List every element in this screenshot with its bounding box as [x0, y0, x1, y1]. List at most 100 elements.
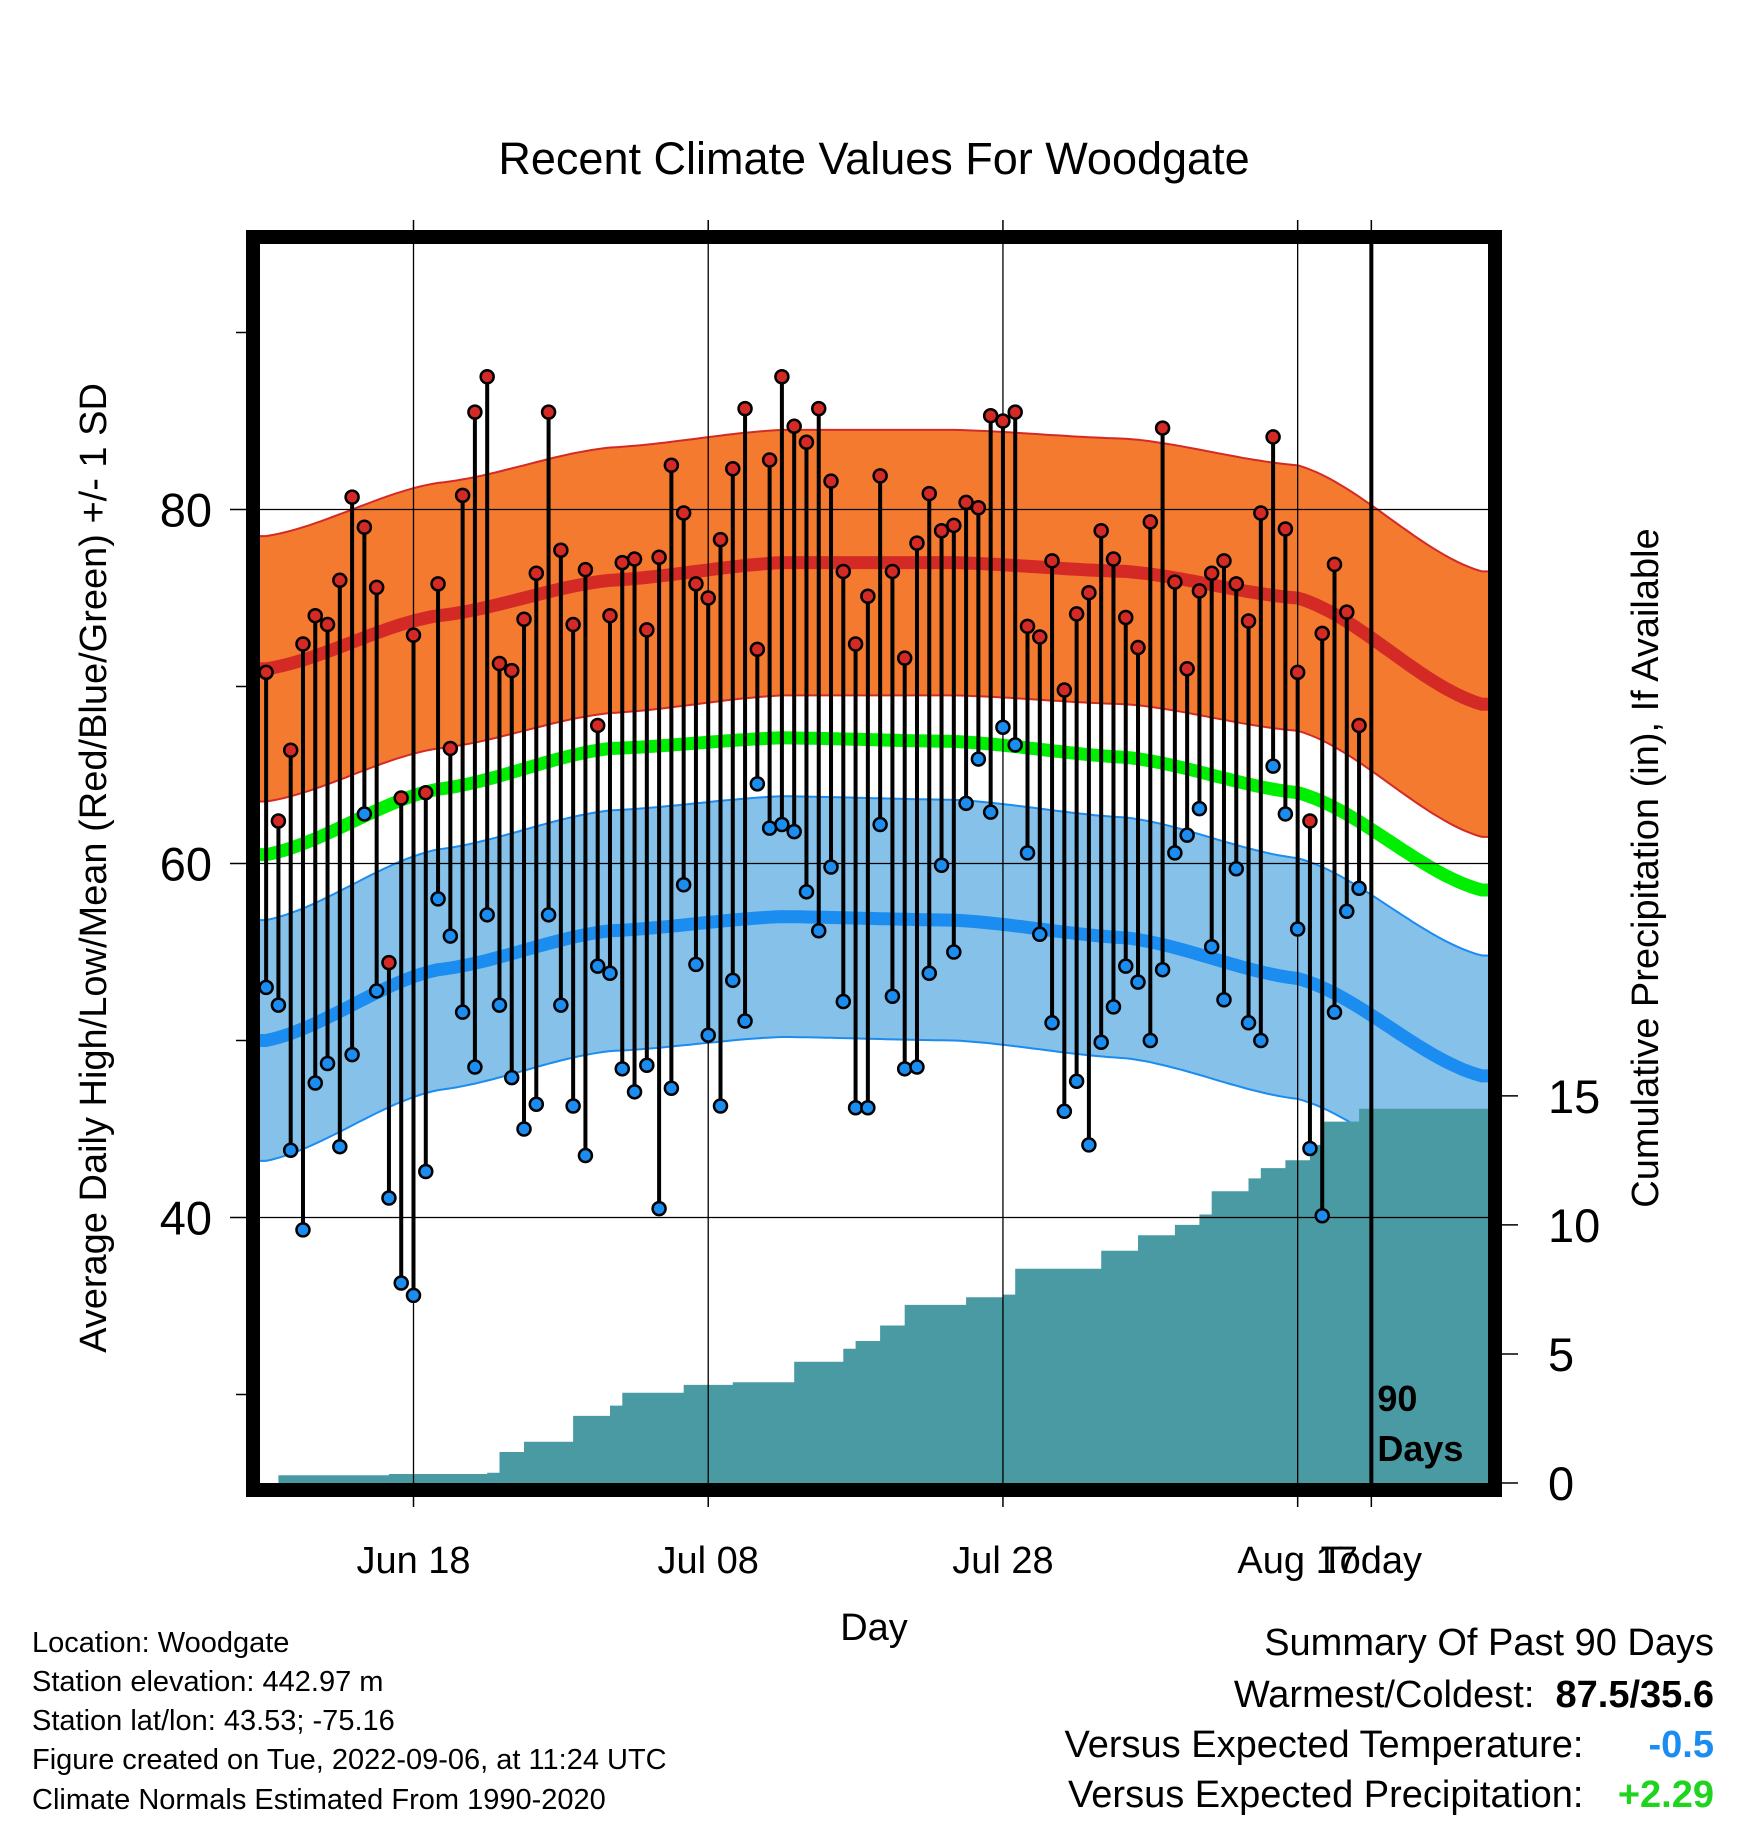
x-tick-label: Today	[1321, 1540, 1422, 1582]
daily-high-point	[1068, 606, 1085, 622]
daily-low-point	[368, 983, 385, 999]
y-tick-label: 60	[160, 838, 212, 891]
daily-high-point	[896, 650, 913, 666]
daily-high-point	[1081, 584, 1097, 601]
daily-high-point	[577, 561, 594, 578]
summary-precipitation: Versus Expected Precipitation: +2.29	[1068, 1776, 1714, 1814]
today-label-line2: Days	[1377, 1428, 1463, 1469]
y-axis-label: Average Daily High/Low/Mean (Red/Blue/Gr…	[73, 383, 115, 1353]
daily-low-point	[577, 1147, 594, 1164]
daily-low-point	[737, 1013, 753, 1029]
daily-low-point	[958, 795, 974, 812]
daily-low-point	[982, 804, 999, 820]
daily-low-point	[1240, 1015, 1257, 1031]
daily-high-point	[909, 535, 925, 551]
y2-tick-label: 10	[1548, 1199, 1600, 1252]
daily-low-point	[1105, 999, 1122, 1015]
daily-high-point	[860, 588, 876, 604]
daily-low-point	[896, 1061, 913, 1077]
daily-high-point	[1253, 505, 1269, 521]
daily-high-point	[1240, 613, 1257, 629]
daily-high-point	[503, 662, 520, 679]
daily-low-point	[614, 1061, 631, 1077]
chart-title: Recent Climate Values For Woodgate	[498, 133, 1249, 184]
figure-created: Figure created on Tue, 2022-09-06, at 11…	[32, 1744, 667, 1776]
daily-high-point	[1105, 551, 1122, 567]
daily-high-point	[1044, 553, 1060, 569]
daily-high-point	[1167, 574, 1183, 590]
daily-high-point	[982, 407, 999, 424]
daily-high-point	[688, 576, 704, 592]
daily-low-point	[430, 891, 446, 907]
plot-content: 90 Days	[260, 244, 1488, 1483]
low-band-lower-edge	[260, 1036, 1488, 1198]
daily-high-point	[528, 565, 545, 581]
y2-tick-label: 15	[1548, 1070, 1600, 1123]
daily-low-point	[1167, 845, 1183, 861]
daily-low-point	[933, 857, 950, 874]
x-tick-label: Jun 18	[356, 1540, 470, 1582]
daily-high-point	[1289, 664, 1306, 681]
x-axis-label: Day	[840, 1607, 908, 1649]
daily-high-point	[307, 607, 324, 624]
summary-heading: Summary Of Past 90 Days	[1264, 1622, 1714, 1664]
daily-high-point	[1203, 565, 1220, 581]
y-tick-label: 80	[160, 484, 212, 537]
daily-high-point	[1154, 420, 1171, 436]
daily-low-point	[1326, 1004, 1343, 1020]
daily-high-point	[663, 457, 680, 473]
daily-high-point	[405, 627, 422, 643]
precip-label: Versus Expected Precipitation:	[1068, 1774, 1584, 1816]
climate-normals-period: Climate Normals Estimated From 1990-2020	[32, 1784, 606, 1816]
daily-low-point	[270, 997, 287, 1013]
daily-high-point	[651, 549, 667, 566]
daily-high-point	[442, 740, 459, 757]
daily-low-point	[528, 1096, 545, 1112]
daily-high-point	[933, 522, 950, 539]
daily-low-point	[602, 965, 618, 981]
daily-low-point	[663, 1080, 680, 1097]
daily-low-point	[1277, 806, 1294, 822]
daily-low-point	[774, 816, 790, 833]
precip-anomaly-value: +2.29	[1617, 1774, 1714, 1816]
daily-high-point	[282, 742, 299, 758]
daily-low-point	[995, 719, 1011, 735]
daily-low-point	[651, 1200, 667, 1217]
daily-low-point	[418, 1163, 434, 1180]
daily-low-point	[675, 876, 692, 893]
daily-high-point	[270, 813, 287, 829]
daily-high-point	[1130, 639, 1146, 656]
temp-label: Versus Expected Temperature:	[1064, 1724, 1584, 1766]
daily-high-point	[602, 607, 618, 624]
daily-high-point	[332, 572, 348, 589]
daily-low-point	[1191, 800, 1208, 817]
daily-low-point	[589, 958, 606, 974]
daily-high-point	[921, 485, 938, 502]
daily-low-point	[1253, 1032, 1269, 1049]
daily-high-point	[774, 369, 790, 385]
normal-mean-line	[260, 731, 1488, 897]
daily-high-point	[1056, 682, 1073, 698]
daily-low-point	[860, 1100, 876, 1116]
daily-low-point	[1289, 921, 1306, 937]
summary-warm-cold: Warmest/Coldest: 87.5/35.6	[1234, 1676, 1714, 1714]
daily-low-point	[1203, 938, 1220, 955]
today-label-line1: 90	[1377, 1378, 1417, 1419]
daily-low-point	[553, 997, 569, 1013]
daily-high-point	[970, 499, 987, 516]
daily-high-point	[467, 404, 483, 420]
warm-cold-value: 87.5/35.6	[1555, 1674, 1714, 1716]
daily-high-point	[700, 590, 716, 606]
daily-low-point	[344, 1046, 360, 1063]
daily-low-point	[479, 907, 495, 923]
daily-low-point	[1339, 903, 1355, 920]
daily-high-point	[430, 576, 446, 592]
daily-low-point	[405, 1287, 422, 1304]
daily-high-point	[1117, 609, 1134, 626]
y2-tick-label: 0	[1548, 1457, 1574, 1510]
normal-low-line	[260, 910, 1488, 1083]
daily-low-point	[319, 1055, 336, 1072]
plot-area: 90 Days	[260, 244, 1488, 1483]
high-sd-band	[260, 429, 1488, 837]
